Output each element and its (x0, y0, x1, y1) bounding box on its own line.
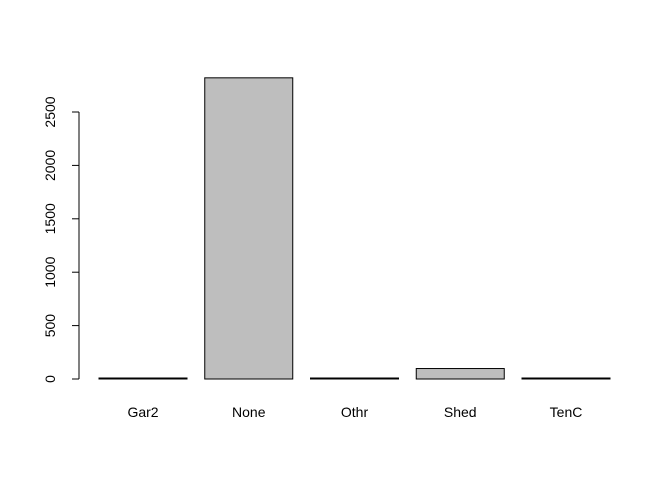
y-axis: 0 500 1000 1500 2000 2500 (42, 96, 80, 383)
y-tick-label: 1000 (42, 256, 58, 287)
bars (98, 77, 611, 380)
bar-shed (415, 368, 505, 380)
x-tick-label: None (232, 404, 266, 420)
y-tick-label: 1500 (42, 203, 58, 234)
x-tick-label: Shed (444, 404, 477, 420)
y-tick-label: 2500 (42, 96, 58, 127)
bar-gar2 (98, 377, 188, 380)
x-axis-labels: Gar2 None Othr Shed TenC (127, 404, 582, 420)
y-tick-label: 500 (42, 314, 58, 338)
x-tick-label: Gar2 (127, 404, 158, 420)
y-tick-label: 0 (42, 375, 58, 383)
y-tick-label: 2000 (42, 150, 58, 181)
x-tick-label: Othr (341, 404, 369, 420)
bar-none (204, 77, 294, 380)
x-tick-label: TenC (550, 404, 583, 420)
bar-tenc (521, 377, 611, 380)
bar-othr (310, 377, 399, 380)
